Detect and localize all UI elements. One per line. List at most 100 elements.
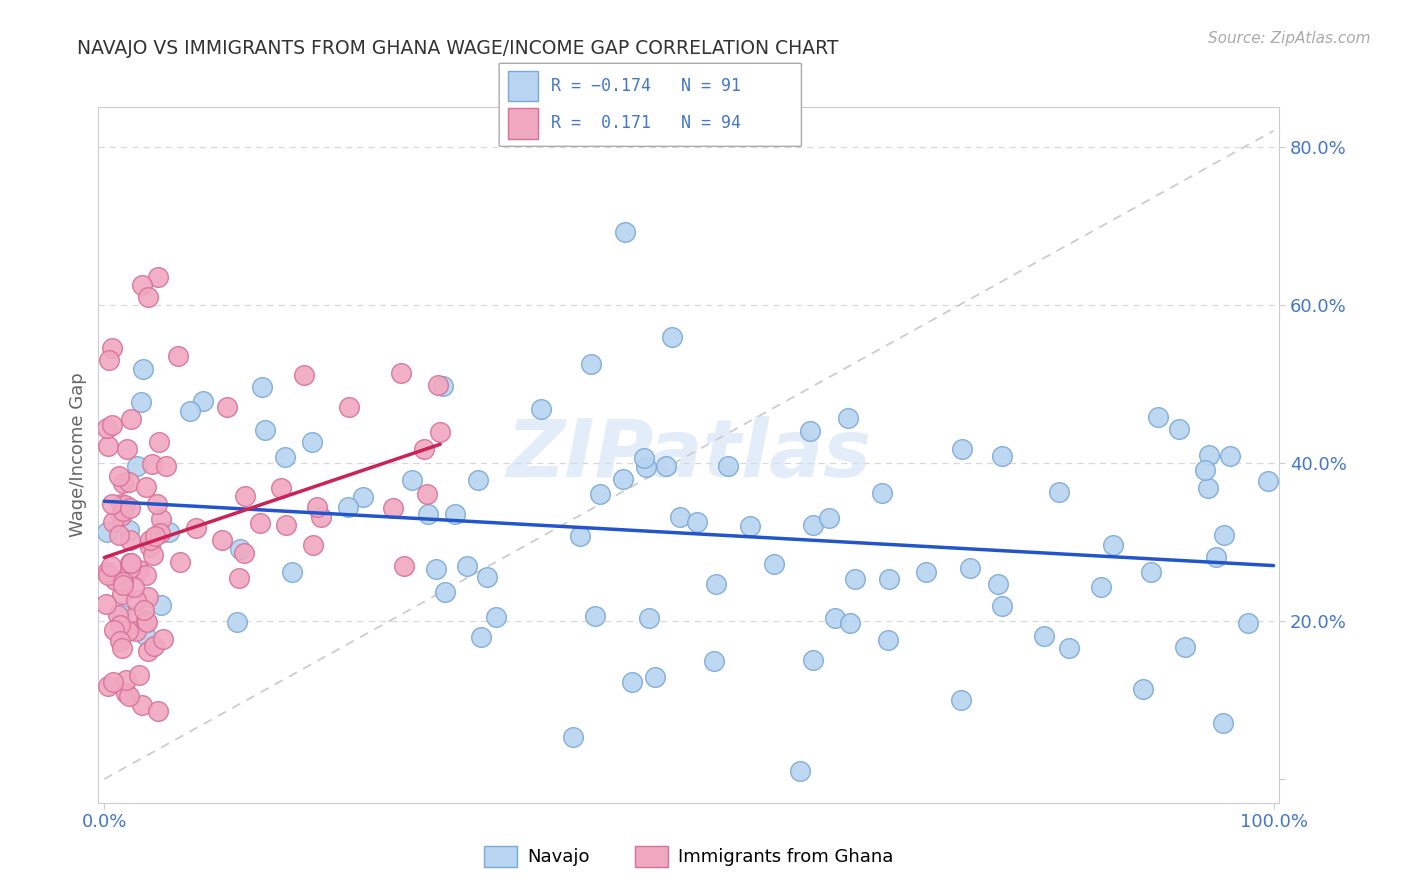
Point bbox=[118, 689, 141, 703]
Point bbox=[145, 497, 167, 511]
Point bbox=[273, 450, 295, 464]
Point bbox=[470, 630, 492, 644]
Point bbox=[135, 480, 157, 494]
Point bbox=[614, 225, 637, 239]
Point bbox=[669, 509, 692, 524]
Point bbox=[738, 519, 761, 533]
Point bbox=[135, 615, 157, 629]
Point bbox=[427, 377, 450, 392]
Point bbox=[337, 500, 360, 515]
Point bbox=[150, 512, 173, 526]
Point bbox=[1139, 565, 1161, 579]
Point bbox=[118, 560, 141, 574]
Point bbox=[418, 508, 440, 522]
Text: Source: ZipAtlas.com: Source: ZipAtlas.com bbox=[1208, 31, 1371, 46]
Point bbox=[915, 565, 938, 579]
Point bbox=[589, 486, 612, 500]
Point bbox=[249, 516, 271, 530]
Point bbox=[467, 473, 489, 487]
Point bbox=[117, 523, 139, 537]
Point bbox=[703, 655, 725, 669]
Point bbox=[118, 475, 141, 489]
Point bbox=[305, 500, 328, 514]
Point bbox=[138, 290, 160, 304]
Point bbox=[789, 764, 811, 779]
Point bbox=[1174, 640, 1197, 655]
Point bbox=[685, 515, 707, 529]
Point bbox=[135, 615, 157, 629]
Point bbox=[115, 442, 138, 456]
Point bbox=[1057, 640, 1080, 655]
Point bbox=[142, 548, 165, 562]
Point bbox=[281, 566, 304, 580]
Point bbox=[568, 529, 591, 543]
Point bbox=[96, 421, 118, 435]
Point bbox=[120, 556, 142, 570]
Point bbox=[228, 571, 250, 585]
Point bbox=[107, 608, 129, 623]
Point bbox=[1132, 682, 1154, 697]
Point bbox=[561, 730, 583, 744]
Point bbox=[146, 704, 169, 718]
Point bbox=[1212, 715, 1234, 730]
Point bbox=[108, 634, 131, 648]
Point bbox=[637, 610, 659, 624]
Point bbox=[125, 624, 148, 638]
Point bbox=[96, 524, 118, 539]
Point bbox=[97, 439, 120, 453]
Point bbox=[98, 353, 121, 368]
Point bbox=[434, 585, 457, 599]
Point bbox=[1257, 474, 1279, 488]
Point bbox=[429, 425, 451, 439]
Point bbox=[1167, 422, 1189, 436]
Point bbox=[139, 533, 162, 547]
Point bbox=[801, 518, 824, 533]
Point bbox=[717, 459, 740, 474]
Point bbox=[432, 379, 454, 393]
Point bbox=[990, 599, 1012, 613]
Point bbox=[1101, 538, 1123, 552]
Legend: Navajo, Immigrants from Ghana: Navajo, Immigrants from Ghana bbox=[477, 838, 901, 874]
Point bbox=[987, 577, 1010, 591]
Point bbox=[139, 540, 162, 554]
Point bbox=[97, 679, 120, 693]
Point bbox=[1032, 629, 1054, 643]
Point bbox=[112, 575, 135, 590]
Point bbox=[381, 501, 404, 516]
Point bbox=[110, 587, 132, 601]
Point bbox=[111, 504, 134, 518]
Point bbox=[654, 459, 676, 474]
Point bbox=[292, 368, 315, 382]
Point bbox=[114, 673, 136, 688]
Point bbox=[799, 424, 821, 438]
Point bbox=[120, 557, 142, 571]
Point bbox=[132, 362, 155, 376]
Point bbox=[644, 670, 666, 684]
Point bbox=[270, 481, 292, 495]
Point bbox=[530, 402, 553, 417]
Point bbox=[274, 518, 297, 533]
Point bbox=[131, 277, 153, 292]
Point bbox=[301, 435, 323, 450]
Point bbox=[583, 609, 606, 624]
Point bbox=[128, 668, 150, 682]
Point bbox=[252, 380, 274, 394]
Point bbox=[110, 618, 132, 632]
Point bbox=[155, 459, 177, 474]
Point bbox=[838, 615, 860, 630]
Point bbox=[129, 395, 152, 409]
Point bbox=[101, 674, 124, 689]
Point bbox=[634, 460, 657, 475]
Point bbox=[146, 270, 169, 285]
Point bbox=[579, 357, 602, 371]
Point bbox=[1194, 463, 1216, 477]
Point bbox=[253, 424, 276, 438]
Point bbox=[148, 435, 170, 450]
Point bbox=[110, 607, 132, 621]
Point bbox=[191, 394, 214, 409]
Point bbox=[134, 603, 156, 617]
Point bbox=[391, 366, 413, 380]
Point bbox=[110, 509, 132, 524]
Text: NAVAJO VS IMMIGRANTS FROM GHANA WAGE/INCOME GAP CORRELATION CHART: NAVAJO VS IMMIGRANTS FROM GHANA WAGE/INC… bbox=[77, 39, 839, 58]
Point bbox=[120, 533, 142, 547]
